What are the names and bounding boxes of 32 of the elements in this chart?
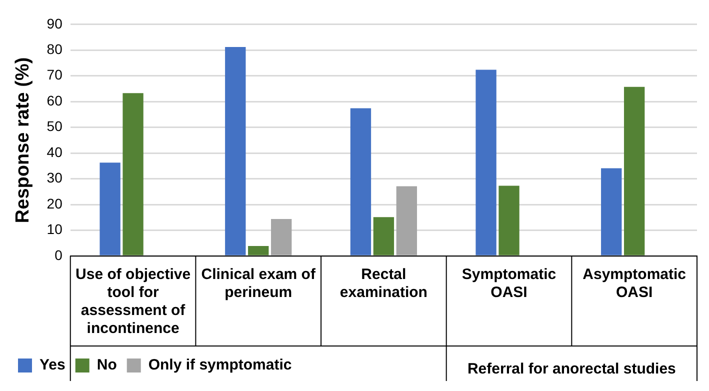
bar [476,70,496,256]
bar [350,108,372,256]
legend-label: Yes [40,356,66,374]
y-tick-label: 40 [46,144,63,160]
y-tick-label: 50 [46,118,63,134]
x-tick-label: Symptomatic OASI [462,266,556,302]
bar [122,93,144,256]
y-tick-label: 0 [54,246,63,263]
bar [601,168,622,256]
x-tick-label: Use of objective tool for assessment of incontinence [76,266,191,338]
y-tick-label: 60 [46,92,63,108]
y-tick-label: 20 [46,195,63,212]
x-tick-label: Rectal examination [340,266,428,302]
y-tick-label: 70 [46,66,63,83]
bar [225,47,246,256]
bar [100,162,120,256]
y-axis-title: Response rate (%) [12,57,34,224]
bar [271,218,292,256]
y-tick-label: 30 [46,170,63,186]
legend-label: No [96,356,117,374]
text: Referral for anorectal studies [467,360,676,378]
y-tick-label: 10 [46,221,63,238]
x-tick-label: Clinical exam of perineum [201,266,316,302]
y-tick-label: 90 [46,15,63,32]
bar [396,186,417,256]
bar [248,246,269,256]
bar [624,86,645,256]
bar [373,217,394,256]
bar [498,186,520,256]
x-tick-label: Asymptomatic OASI [582,266,686,302]
y-tick-label: 80 [46,40,63,57]
legend-label: Only if symptomatic [148,356,292,374]
